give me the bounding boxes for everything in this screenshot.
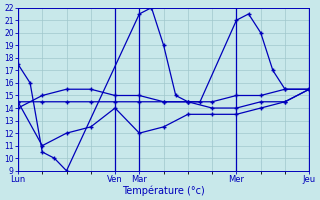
X-axis label: Température (°c): Température (°c) xyxy=(122,185,205,196)
